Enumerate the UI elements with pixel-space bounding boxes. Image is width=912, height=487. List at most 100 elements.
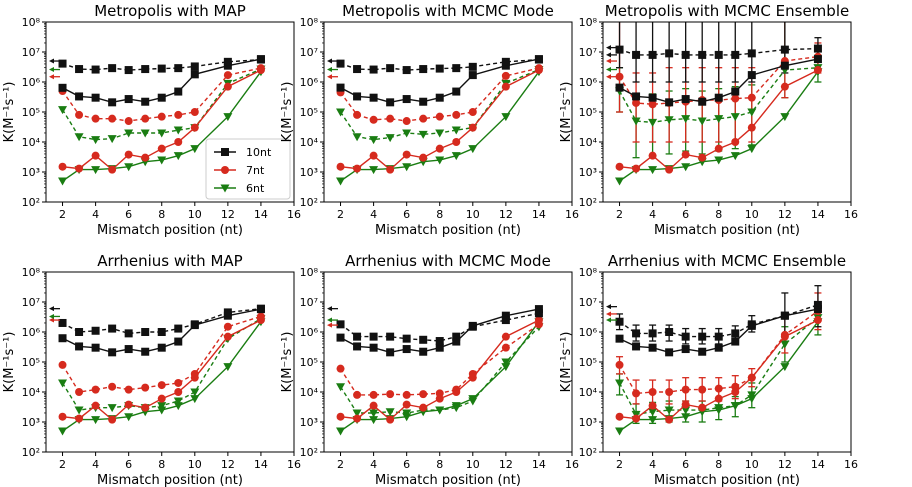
point-7nt: [75, 414, 84, 423]
point-10nt: [731, 337, 740, 346]
point-6nt: [336, 108, 346, 117]
point-7nt: [747, 373, 756, 382]
point-6nt: [402, 163, 412, 172]
point-7nt: [256, 64, 265, 73]
point-10nt: [58, 83, 67, 92]
y-tick-label: 10³: [300, 166, 318, 179]
chart-title: Metropolis with MCMC Mode: [342, 2, 554, 20]
point-10nt: [124, 345, 133, 354]
point-7nt: [174, 110, 183, 119]
point-6nt: [190, 395, 200, 404]
point-7nt: [386, 390, 395, 399]
point-10nt: [813, 44, 822, 53]
point-10nt: [435, 64, 444, 73]
point-7nt: [58, 162, 67, 171]
point-7nt: [124, 150, 133, 159]
point-7nt: [681, 400, 690, 409]
point-10nt: [108, 64, 117, 73]
point-6nt: [648, 118, 658, 127]
point-7nt: [780, 330, 789, 339]
point-10nt: [648, 50, 657, 59]
legend-marker: [220, 184, 230, 193]
y-tick-label: 10⁶: [300, 326, 319, 339]
point-10nt: [157, 328, 166, 336]
point-6nt: [124, 129, 134, 138]
point-10nt: [419, 347, 428, 356]
point-6nt: [352, 409, 362, 418]
y-tick-label: 10²: [579, 196, 597, 209]
point-7nt: [501, 71, 510, 80]
point-7nt: [665, 388, 674, 396]
x-tick-label: 12: [778, 208, 792, 221]
point-10nt: [174, 87, 183, 96]
point-10nt: [223, 308, 232, 317]
point-7nt: [665, 415, 674, 424]
point-7nt: [501, 343, 510, 352]
reference-arrow-head: [327, 67, 332, 73]
point-10nt: [714, 50, 723, 59]
point-7nt: [369, 401, 378, 410]
series-7nt-dashed: [61, 67, 262, 122]
point-6nt: [107, 404, 117, 413]
point-6nt: [157, 402, 167, 411]
point-10nt: [452, 64, 461, 73]
point-7nt: [174, 138, 183, 146]
x-tick-label: 12: [221, 208, 235, 221]
point-10nt: [501, 316, 510, 325]
point-10nt: [534, 305, 543, 314]
point-10nt: [91, 326, 100, 335]
point-10nt: [419, 97, 428, 106]
y-tick-label: 10⁷: [22, 46, 40, 59]
point-6nt: [615, 177, 625, 186]
point-7nt: [632, 98, 641, 107]
point-7nt: [141, 114, 150, 123]
point-10nt: [501, 311, 510, 320]
point-10nt: [747, 320, 756, 329]
point-6nt: [173, 152, 183, 161]
y-tick-label: 10²: [22, 196, 40, 209]
plot-area: [615, 285, 823, 436]
point-6nt: [681, 413, 691, 422]
point-10nt: [648, 343, 657, 352]
point-7nt: [190, 108, 199, 116]
point-10nt: [141, 97, 150, 106]
point-6nt: [91, 166, 101, 175]
point-7nt: [632, 414, 641, 423]
x-tick-label: 8: [715, 208, 722, 221]
y-tick-label: 10⁵: [579, 356, 597, 369]
chart-title: Metropolis with MAP: [94, 2, 246, 20]
point-10nt: [665, 98, 674, 107]
axes-frame: [45, 271, 295, 453]
point-10nt: [402, 334, 411, 343]
point-7nt: [534, 320, 543, 329]
point-10nt: [141, 65, 150, 74]
point-7nt: [91, 385, 100, 394]
plot-area: [615, 22, 823, 186]
point-7nt: [780, 82, 789, 91]
point-10nt: [698, 97, 707, 106]
point-7nt: [452, 385, 461, 394]
y-tick-label: 10⁴: [22, 386, 41, 399]
point-10nt: [780, 61, 789, 70]
point-10nt: [336, 320, 345, 329]
point-10nt: [747, 49, 756, 58]
y-tick-label: 10⁴: [579, 136, 598, 149]
point-6nt: [451, 404, 461, 413]
y-tick-label: 10⁸: [300, 266, 319, 279]
point-7nt: [665, 165, 674, 174]
point-10nt: [190, 320, 199, 329]
point-10nt: [174, 324, 183, 333]
point-7nt: [353, 390, 362, 399]
x-tick-label: 14: [532, 458, 546, 471]
x-tick-label: 8: [436, 208, 443, 221]
point-10nt: [157, 93, 166, 102]
x-tick-label: 12: [499, 458, 513, 471]
x-tick-label: 10: [745, 458, 759, 471]
point-6nt: [223, 113, 233, 122]
point-7nt: [648, 100, 657, 109]
point-7nt: [681, 385, 690, 394]
point-7nt: [435, 389, 444, 398]
x-tick-label: 2: [59, 458, 66, 471]
point-10nt: [75, 328, 84, 336]
point-7nt: [157, 381, 166, 390]
